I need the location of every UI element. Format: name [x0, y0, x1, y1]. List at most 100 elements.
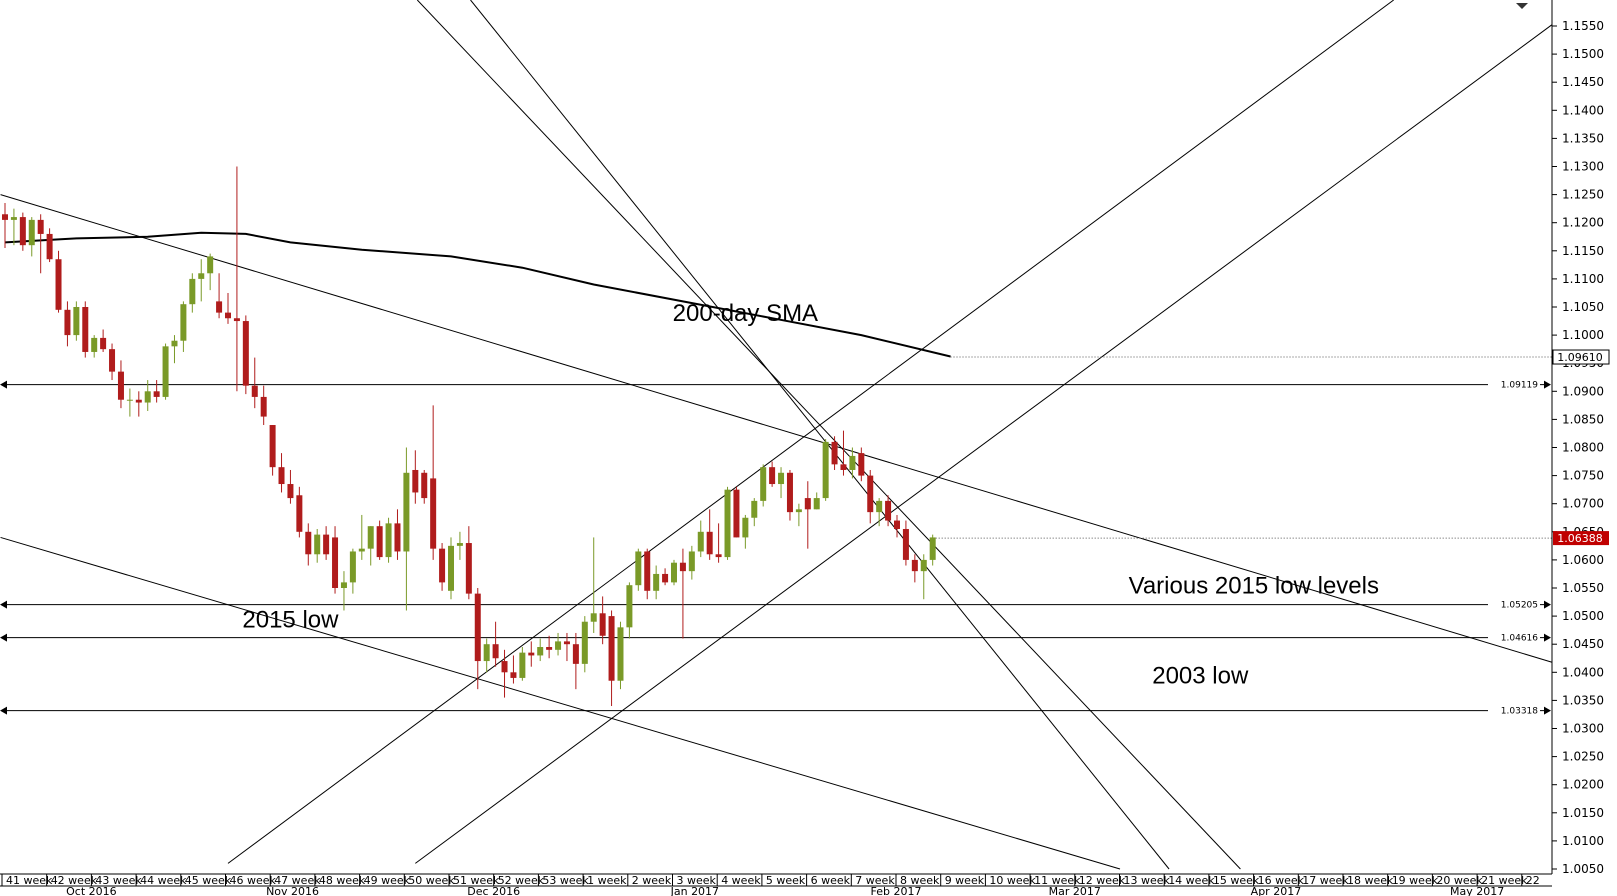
candle-body-down — [546, 647, 553, 650]
y-tick-label: 1.0500 — [1562, 609, 1604, 623]
candle-body-up — [929, 537, 936, 560]
candle-body-up — [590, 613, 597, 622]
candle-body-up — [795, 509, 802, 513]
candle-body-down — [501, 661, 508, 673]
trend-line — [415, 24, 1553, 864]
candle-body-down — [608, 616, 615, 681]
candle-body-down — [599, 613, 606, 636]
chart-annotation: 2003 low — [1152, 663, 1249, 690]
candle-body-up — [144, 391, 151, 403]
trend-line — [470, 0, 1170, 870]
y-tick-label: 1.0300 — [1562, 722, 1604, 736]
badge-label: 1.09610 — [1557, 351, 1603, 364]
y-tick-label: 1.1050 — [1562, 300, 1604, 314]
candle-body-up — [403, 472, 410, 552]
candle-body-up — [358, 548, 365, 552]
trend-lines — [0, 0, 1553, 870]
week-label: 6 week — [811, 874, 851, 887]
sma-value-badge — [1552, 349, 1610, 365]
y-tick-label: 1.0100 — [1562, 834, 1604, 848]
candle-body-down — [430, 478, 437, 549]
candle-body-up — [126, 399, 133, 401]
candle-body-up — [189, 278, 196, 305]
candle-body-up — [849, 455, 856, 470]
candle-body-up — [519, 652, 526, 678]
candle-body-down — [260, 396, 267, 417]
month-label: Apr 2017 — [1251, 885, 1302, 896]
candle-body-up — [537, 647, 544, 656]
week-label: 47 week — [274, 874, 321, 887]
candle-body-down — [715, 554, 722, 558]
candle-body-up — [367, 526, 374, 549]
candle-body-down — [376, 526, 383, 558]
week-label: 2 week — [632, 874, 672, 887]
week-label: 5 week — [766, 874, 806, 887]
level-label-background — [1488, 378, 1540, 391]
week-label: 51 week — [453, 874, 500, 887]
candle-body-down — [644, 551, 651, 591]
candle-body-up — [635, 551, 642, 586]
level-left-arrow-icon — [0, 706, 7, 715]
candle-body-down — [885, 500, 892, 521]
month-label: Jan 2017 — [670, 885, 719, 896]
candle-body-down — [242, 321, 249, 386]
candle-body-down — [251, 385, 258, 397]
month-label: Nov 2016 — [266, 885, 319, 896]
level-label-background — [1488, 631, 1540, 644]
candle-body-up — [162, 346, 169, 397]
candle-body-down — [19, 217, 26, 246]
month-label: Oct 2016 — [66, 885, 117, 896]
week-label: 3 week — [677, 874, 717, 887]
week-label: 10 week — [989, 874, 1036, 887]
candle-body-down — [109, 349, 116, 372]
trend-line — [416, 0, 1241, 870]
level-label: 1.04616 — [1501, 634, 1538, 644]
candle-body-down — [55, 259, 62, 310]
candle-body-down — [269, 425, 276, 468]
candle-body-down — [439, 548, 446, 583]
candle-body-down — [662, 573, 669, 583]
candle-body-up — [448, 545, 454, 591]
candle-body-down — [2, 214, 8, 220]
y-tick-label: 1.0750 — [1562, 469, 1604, 483]
candle-body-up — [180, 304, 187, 341]
annotations: 200-day SMA Various 2015 low levels 2015 l… — [242, 300, 1379, 689]
week-label: 46 week — [230, 874, 277, 887]
candle-body-down — [46, 233, 53, 260]
price-badges: 1.09610 1.06388 — [1552, 349, 1610, 546]
chart-annotation: 2015 low — [242, 606, 339, 633]
candle-body-up — [349, 551, 356, 583]
week-label: 49 week — [364, 874, 411, 887]
candle-body-up — [822, 441, 829, 499]
candle-body-up — [724, 489, 731, 558]
candle-body-down — [804, 498, 811, 510]
y-tick-label: 1.1000 — [1562, 328, 1604, 342]
candle-body-down — [305, 531, 312, 555]
week-label: 17 week — [1302, 874, 1349, 887]
y-tick-label: 1.0250 — [1562, 750, 1604, 764]
candle-body-down — [679, 562, 686, 572]
candle-body-down — [840, 464, 847, 470]
chart-annotation: Various 2015 low levels — [1129, 573, 1379, 600]
scroll-arrow-icon[interactable] — [1516, 3, 1528, 9]
candle-body-down — [831, 441, 838, 465]
y-tick-label: 1.1300 — [1562, 160, 1604, 174]
badge-label: 1.06388 — [1557, 532, 1603, 545]
level-right-arrow-icon — [1544, 600, 1551, 609]
week-label: 42 week — [51, 874, 98, 887]
candle-body-down — [769, 467, 776, 485]
candle-body-down — [786, 472, 793, 513]
candle-body-up — [28, 219, 35, 246]
candle-body-up — [617, 627, 624, 681]
week-label: 13 week — [1124, 874, 1171, 887]
candle-body-down — [135, 399, 142, 403]
y-tick-label: 1.0450 — [1562, 637, 1604, 651]
candle-body-down — [858, 453, 865, 476]
y-tick-label: 1.1250 — [1562, 188, 1604, 202]
y-tick-label: 1.0800 — [1562, 441, 1604, 455]
candle-body-down — [153, 391, 160, 397]
y-tick-label: 1.0600 — [1562, 553, 1604, 567]
